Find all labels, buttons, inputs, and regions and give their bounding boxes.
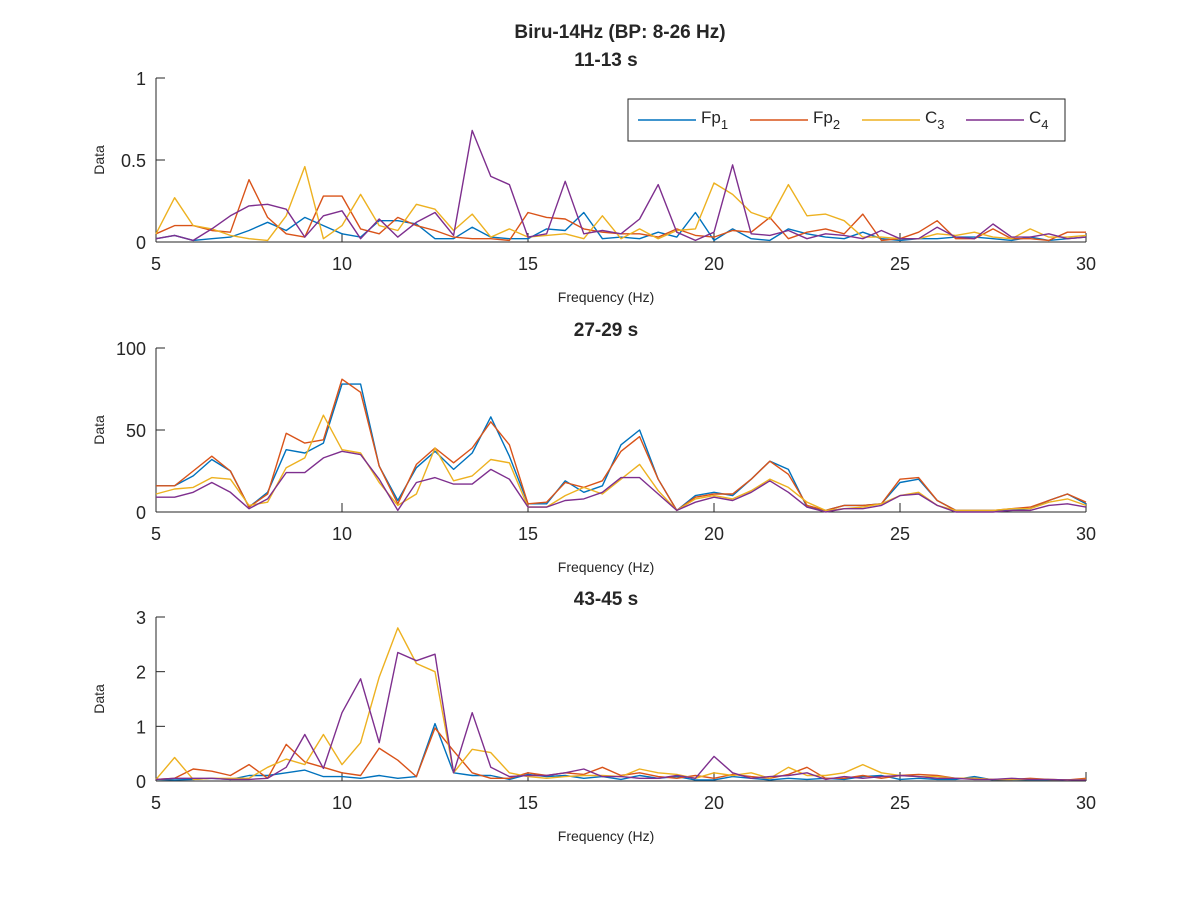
legend-label: C3 (925, 108, 945, 132)
y-tick-label: 0 (136, 233, 146, 253)
x-tick-label: 5 (151, 524, 161, 544)
x-tick-label: 5 (151, 793, 161, 813)
x-tick-label: 10 (332, 793, 352, 813)
subplot-title: 43-45 s (574, 589, 638, 610)
x-axis-label: Frequency (Hz) (558, 289, 654, 305)
subplot-2: 27-29 s 5 10 15 20 25 30 0 50 100 Frequency (Hz) Da… (91, 320, 1096, 575)
series-line-C3 (155, 165, 1087, 242)
x-tick-label: 15 (518, 254, 538, 274)
legend-label-main: C (1029, 108, 1041, 127)
series-line-Fp2 (155, 727, 1087, 781)
y-tick-label: 1 (136, 69, 146, 89)
series-line-Fp1 (156, 383, 1087, 512)
y-axis-label: Data (91, 684, 107, 714)
x-tick-label: 20 (704, 524, 724, 544)
subplot-title: 27-29 s (574, 320, 638, 341)
series-line-C3 (155, 414, 1087, 512)
legend-label-main: C (925, 108, 937, 127)
x-tick-label: 30 (1076, 524, 1096, 544)
x-tick-label: 20 (704, 793, 724, 813)
legend-label-subscript: 2 (833, 117, 840, 132)
y-axis-label: Data (91, 145, 107, 175)
series-line-Fp1 (155, 722, 1087, 781)
x-tick-label: 25 (890, 524, 910, 544)
legend-label-main: Fp (813, 108, 833, 127)
subplot-title: 11-13 s (574, 50, 637, 71)
series-line-Fp1 (155, 211, 1087, 242)
series-line-C4 (156, 450, 1087, 513)
legend-label: C4 (1029, 108, 1049, 132)
figure-title: Biru-14Hz (BP: 8-26 Hz) (514, 22, 725, 43)
x-axis-label: Frequency (Hz) (558, 828, 654, 844)
y-tick-label: 1 (136, 717, 146, 737)
y-tick-label: 2 (136, 663, 146, 683)
x-tick-label: 10 (332, 254, 352, 274)
x-tick-label: 15 (518, 524, 538, 544)
y-tick-label: 50 (126, 421, 146, 441)
subplot-3: 43-45 s 5 10 15 20 25 30 0 1 2 3 Frequency (Hz) Data (91, 589, 1096, 844)
legend: Fp1 Fp2 C3 C4 (627, 98, 1066, 142)
legend-label-subscript: 4 (1041, 117, 1048, 132)
x-tick-label: 15 (518, 793, 538, 813)
x-tick-label: 20 (704, 254, 724, 274)
x-tick-label: 10 (332, 524, 352, 544)
series-line-C4 (155, 129, 1087, 242)
subplot-1: 11-13 s 5 10 15 20 25 30 0 0.5 1 Frequency (Hz) Dat… (91, 50, 1096, 305)
legend-label: Fp2 (813, 108, 840, 132)
y-tick-label: 100 (116, 339, 146, 359)
legend-label-subscript: 3 (937, 117, 944, 132)
x-tick-label: 25 (890, 793, 910, 813)
y-axis-label: Data (91, 415, 107, 445)
x-tick-label: 30 (1076, 793, 1096, 813)
y-tick-label: 0 (136, 503, 146, 523)
y-tick-label: 0.5 (121, 151, 146, 171)
x-tick-label: 5 (151, 254, 161, 274)
series-line-C4 (155, 651, 1086, 781)
y-tick-label: 0 (136, 772, 146, 792)
series-line-C3 (155, 627, 1087, 781)
legend-label-subscript: 1 (721, 117, 728, 132)
x-axis-label: Frequency (Hz) (558, 559, 654, 575)
legend-label: Fp1 (701, 108, 728, 132)
x-tick-label: 25 (890, 254, 910, 274)
y-tick-label: 3 (136, 608, 146, 628)
series-line-Fp2 (155, 178, 1086, 242)
legend-label-main: Fp (701, 108, 721, 127)
x-tick-label: 30 (1076, 254, 1096, 274)
